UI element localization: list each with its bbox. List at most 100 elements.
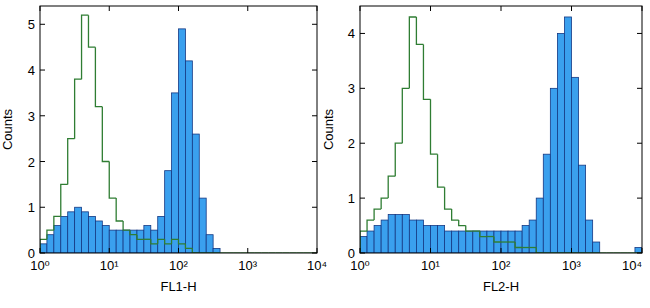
- histogram-bar: [199, 198, 206, 253]
- histogram-step: [61, 184, 68, 216]
- histogram-step: [473, 230, 480, 231]
- y-tick: [637, 198, 642, 199]
- histogram-step: [536, 248, 543, 253]
- x-tick: [501, 6, 502, 11]
- y-tick: [40, 253, 45, 254]
- histogram-step: [95, 47, 102, 106]
- histogram-bar: [423, 226, 430, 253]
- y-tick-label: 1: [28, 200, 35, 215]
- series: [360, 17, 642, 253]
- x-tick-label: 10²: [169, 258, 188, 273]
- x-tick: [430, 248, 431, 253]
- histogram-bar: [431, 226, 438, 253]
- histogram-step: [123, 221, 130, 230]
- x-tick: [247, 248, 248, 253]
- histogram-step: [494, 237, 501, 242]
- histogram-bar: [459, 231, 466, 253]
- histogram-bar: [557, 33, 564, 253]
- histogram-step: [423, 44, 430, 99]
- x-tick: [360, 6, 361, 11]
- histogram-step: [395, 143, 402, 176]
- histogram-step: [88, 15, 95, 47]
- x-tick: [642, 248, 643, 253]
- histogram-bar: [165, 171, 172, 253]
- histogram-step: [416, 17, 423, 44]
- histogram-bar: [635, 248, 642, 253]
- histogram-step: [508, 241, 515, 242]
- y-tick: [312, 207, 317, 208]
- x-tick-label: 10⁴: [307, 258, 327, 273]
- x-tick-label: 10²: [492, 258, 511, 273]
- x-tick: [430, 6, 431, 11]
- x-tick-label: 10³: [562, 258, 581, 273]
- histogram-step: [445, 187, 452, 209]
- y-tick-label: 2: [28, 155, 35, 170]
- x-tick: [317, 248, 318, 253]
- histogram-bar: [593, 242, 600, 253]
- histogram-bar: [564, 17, 571, 253]
- histogram-bar: [367, 231, 374, 253]
- plot-area: [40, 15, 317, 253]
- histogram-step: [68, 139, 75, 185]
- histogram-bar: [40, 244, 47, 253]
- histogram-step: [501, 241, 508, 242]
- histogram-step: [360, 231, 367, 253]
- x-tick: [109, 6, 110, 11]
- y-tick: [637, 33, 642, 34]
- y-tick: [40, 207, 45, 208]
- x-tick-label: 10³: [238, 258, 257, 273]
- y-tick: [360, 253, 365, 254]
- histogram-bar: [360, 237, 367, 253]
- histogram-step: [480, 231, 487, 236]
- histogram-bar: [494, 231, 501, 253]
- histogram-bar: [402, 215, 409, 253]
- histogram-step: [515, 242, 522, 247]
- y-tick-label: 3: [348, 81, 355, 96]
- y-tick-label: 4: [28, 63, 35, 78]
- histogram-step: [158, 239, 165, 244]
- x-tick: [360, 248, 361, 253]
- y-tick: [40, 24, 45, 25]
- plot-frame: [360, 6, 642, 253]
- histogram-bar: [151, 230, 158, 253]
- histogram-bar: [172, 93, 179, 253]
- panel: 10⁰10¹10²10³10⁴01234FL2-HCounts: [321, 6, 642, 294]
- histogram-bar: [75, 207, 82, 253]
- histogram-step: [438, 154, 445, 187]
- histogram-bar: [158, 216, 165, 253]
- x-tick: [109, 248, 110, 253]
- histogram-step: [452, 209, 459, 220]
- histogram-bar: [130, 230, 137, 253]
- histogram-step: [144, 239, 151, 240]
- x-tick: [40, 6, 41, 11]
- histogram-step: [192, 248, 199, 253]
- y-tick-label: 2: [348, 136, 355, 151]
- x-tick: [178, 6, 179, 11]
- histogram-step: [367, 220, 374, 231]
- x-tick: [317, 6, 318, 11]
- histogram-bar: [579, 165, 586, 253]
- histogram-bar: [515, 231, 522, 253]
- histogram-step: [185, 244, 192, 249]
- histogram-step: [466, 226, 473, 231]
- y-tick: [312, 70, 317, 71]
- histogram-bar: [109, 230, 116, 253]
- histogram-bar: [416, 220, 423, 253]
- histogram-bar: [550, 88, 557, 253]
- y-tick: [312, 115, 317, 116]
- histogram-bar: [185, 61, 192, 253]
- histogram-bar: [388, 215, 395, 253]
- x-tick: [642, 6, 643, 11]
- histogram-bar: [179, 29, 186, 253]
- histogram-step: [431, 99, 438, 154]
- histogram-step: [459, 220, 466, 225]
- histogram-step: [116, 198, 123, 221]
- y-tick: [360, 198, 365, 199]
- series: [40, 15, 317, 253]
- histogram-step: [165, 239, 172, 244]
- panel: 10⁰10¹10²10³10⁴012345FL1-HCounts: [0, 6, 327, 294]
- histogram-step: [137, 235, 144, 240]
- x-tick: [178, 248, 179, 253]
- histogram-step: [402, 88, 409, 143]
- histogram-bar: [473, 231, 480, 253]
